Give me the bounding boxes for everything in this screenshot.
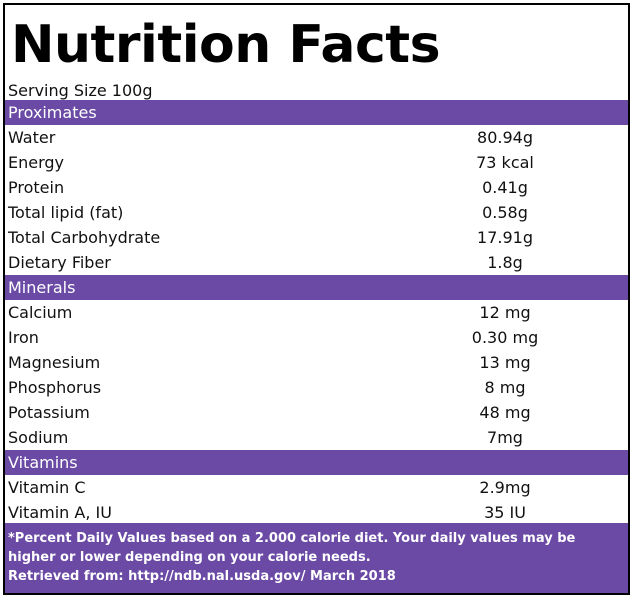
nutrient-row: Potassium 48 mg [5, 400, 628, 425]
nutrient-name: Protein [8, 178, 65, 197]
nutrient-name: Vitamin A, IU [8, 503, 112, 522]
nutrient-value: 7mg [487, 428, 523, 447]
nutrient-value: 0.58g [482, 203, 528, 222]
nutrient-name: Dietary Fiber [8, 253, 111, 272]
nutrient-row: Iron 0.30 mg [5, 325, 628, 350]
nutrient-row: Calcium 12 mg [5, 300, 628, 325]
nutrient-row: Protein 0.41g [5, 175, 628, 200]
nutrient-row: Water 80.94g [5, 125, 628, 150]
nutrient-value: 1.8g [487, 253, 523, 272]
nutrient-value: 0.41g [482, 178, 528, 197]
nutrient-value: 17.91g [477, 228, 533, 247]
nutrient-row: Vitamin A, IU 35 IU [5, 500, 628, 525]
nutrient-row: Total lipid (fat) 0.58g [5, 200, 628, 225]
label-title: Nutrition Facts [11, 15, 441, 75]
nutrient-name: Water [8, 128, 56, 147]
section-header: Proximates [5, 100, 628, 125]
nutrient-name: Iron [8, 328, 39, 347]
nutrient-name: Potassium [8, 403, 90, 422]
nutrient-row: Vitamin C 2.9mg [5, 475, 628, 500]
nutrition-label: Nutrition Facts Serving Size 100g Proxim… [3, 3, 630, 595]
nutrient-name: Magnesium [8, 353, 101, 372]
nutrient-name: Sodium [8, 428, 69, 447]
nutrient-value: 13 mg [479, 353, 531, 372]
nutrient-table: Proximates Water 80.94g Energy 73 kcal Protei… [5, 100, 628, 525]
nutrient-row: Phosphorus 8 mg [5, 375, 628, 400]
nutrient-name: Total Carbohydrate [8, 228, 161, 247]
nutrient-value: 80.94g [477, 128, 533, 147]
serving-size: Serving Size 100g [8, 81, 153, 100]
nutrient-name: Total lipid (fat) [8, 203, 124, 222]
nutrient-value: 73 kcal [476, 153, 534, 172]
nutrient-row: Dietary Fiber 1.8g [5, 250, 628, 275]
section-header: Minerals [5, 275, 628, 300]
nutrient-name: Energy [8, 153, 65, 172]
daily-value-disclaimer: *Percent Daily Values based on a 2.000 c… [8, 531, 576, 565]
section-header: Vitamins [5, 450, 628, 475]
nutrient-row: Magnesium 13 mg [5, 350, 628, 375]
footer-notes: *Percent Daily Values based on a 2.000 c… [5, 523, 628, 593]
nutrient-name: Phosphorus [8, 378, 102, 397]
nutrient-value: 35 IU [484, 503, 526, 522]
nutrient-value: 12 mg [479, 303, 531, 322]
data-source: Retrieved from: http://ndb.nal.usda.gov/… [8, 569, 396, 584]
nutrient-row: Energy 73 kcal [5, 150, 628, 175]
nutrient-name: Vitamin C [8, 478, 86, 497]
nutrient-row: Total Carbohydrate 17.91g [5, 225, 628, 250]
nutrient-value: 2.9mg [479, 478, 531, 497]
nutrient-value: 0.30 mg [471, 328, 539, 347]
nutrient-row: Sodium 7mg [5, 425, 628, 450]
nutrient-name: Calcium [8, 303, 73, 322]
nutrient-value: 8 mg [484, 378, 526, 397]
nutrient-value: 48 mg [479, 403, 531, 422]
